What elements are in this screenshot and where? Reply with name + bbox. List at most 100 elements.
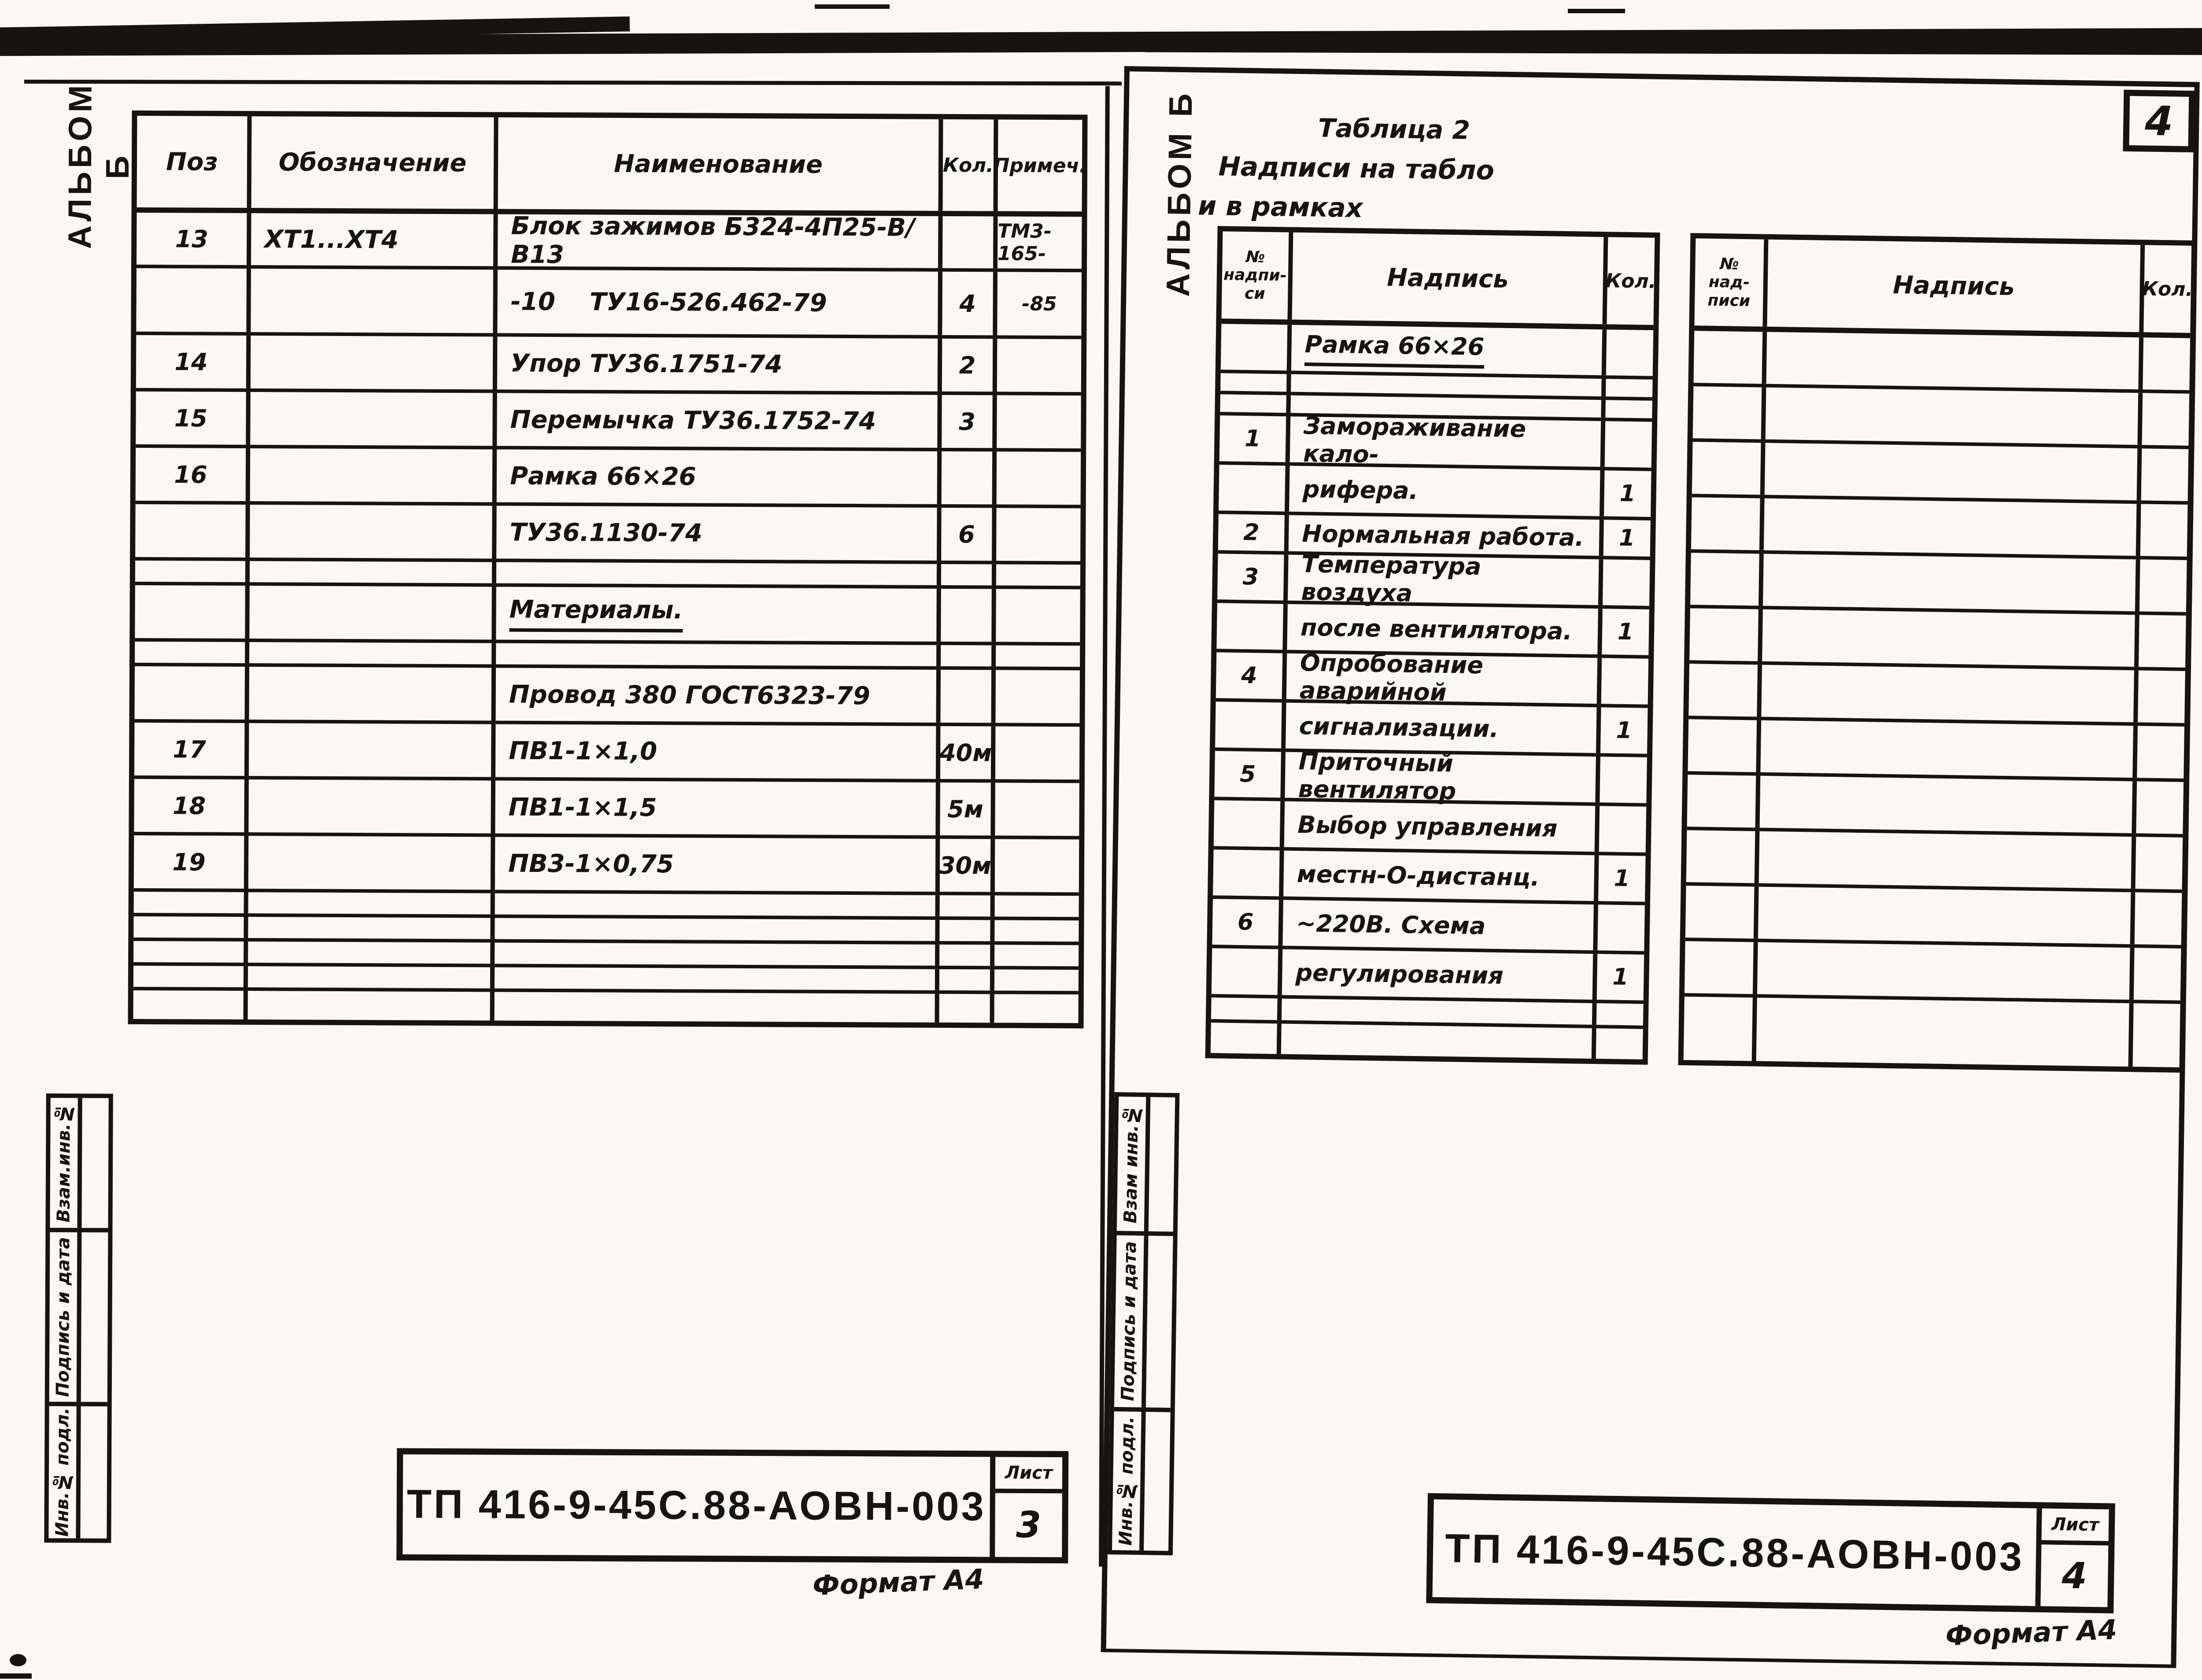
cell-note bbox=[990, 945, 1079, 967]
col-header-sign-text: Надпись bbox=[1762, 239, 2141, 332]
sheet-cell: Лист 4 bbox=[2035, 1508, 2109, 1607]
col-header-name: Наименование bbox=[493, 117, 939, 211]
cell-num bbox=[1221, 324, 1288, 370]
cell-designation bbox=[244, 916, 491, 939]
table-row: 5 Приточный вентилятор bbox=[1214, 747, 1647, 807]
cell-designation bbox=[246, 269, 493, 333]
cell-text bbox=[1760, 443, 2138, 501]
cell-num bbox=[1687, 775, 1756, 827]
cell-num bbox=[1693, 331, 1762, 384]
cell-num bbox=[1220, 373, 1287, 391]
cell-num bbox=[1211, 997, 1278, 1020]
cell-text: Приточный вентилятор bbox=[1280, 747, 1596, 805]
cell-text bbox=[1753, 886, 2131, 945]
cell-qty bbox=[936, 669, 991, 723]
cell-qty bbox=[2138, 337, 2191, 390]
table-row: 13 ХТ1...ХТ4 Блок зажимов Б324-4П25-В/В1… bbox=[136, 212, 1082, 273]
cell-text bbox=[1762, 332, 2139, 390]
cell-num bbox=[1688, 719, 1757, 772]
cell-num bbox=[1690, 553, 1759, 606]
cell-note bbox=[990, 783, 1079, 836]
cell-name: Блок зажимов Б324-4П25-В/В13 bbox=[493, 212, 938, 269]
cell-qty bbox=[2128, 1003, 2180, 1067]
table-row-empty bbox=[1690, 553, 2187, 616]
table-row-empty bbox=[1687, 775, 2184, 838]
cell-designation bbox=[245, 642, 492, 665]
scan-artifact bbox=[1145, 41, 2202, 55]
cell-designation bbox=[244, 667, 492, 721]
cell-num bbox=[1693, 386, 1762, 439]
cell-qty: 2 bbox=[937, 338, 993, 392]
cell-name: Упор ТУ36.1751-74 bbox=[492, 336, 938, 391]
cell-num bbox=[1213, 849, 1280, 896]
cell-qty bbox=[935, 993, 990, 1023]
cell-num: 1 bbox=[1244, 425, 1261, 452]
cell-qty bbox=[1595, 757, 1647, 803]
col-header-sign-num: № над- писи bbox=[1707, 255, 1751, 310]
table-row-empty bbox=[1692, 442, 2189, 505]
cell-designation bbox=[245, 448, 493, 502]
cell-qty bbox=[1592, 1003, 1644, 1026]
cell-note bbox=[992, 508, 1081, 561]
cell-qty bbox=[1601, 379, 1653, 397]
cell-designation: ХТ1...ХТ4 bbox=[246, 213, 494, 266]
cell-note bbox=[991, 645, 1080, 667]
cell-designation bbox=[246, 392, 493, 446]
cell-name: Перемычка ТУ36.1752-74 bbox=[492, 393, 938, 448]
sheet-number: 4 bbox=[2062, 1554, 2087, 1597]
cell-text: Опробование аварийной bbox=[1282, 649, 1598, 706]
cell-text bbox=[1759, 498, 2137, 556]
cell-pos: 19 bbox=[172, 848, 206, 876]
cell-note bbox=[990, 839, 1079, 893]
sidebar-label-podpis: Подпись и дата bbox=[52, 1237, 74, 1397]
doc-number: ТП 416-9-45С.88-АОВН-003 bbox=[406, 1481, 986, 1529]
table2-caption-line3: и в рамках bbox=[1197, 190, 1363, 224]
col-header-designation: Обозначение bbox=[247, 116, 494, 209]
cell-num bbox=[1220, 394, 1286, 413]
cell-num bbox=[1212, 948, 1278, 995]
table-row: Материалы. bbox=[135, 585, 1080, 646]
cell-note bbox=[991, 670, 1080, 724]
sidebar-void-cell bbox=[77, 1098, 109, 1228]
table-row: 14 Упор ТУ36.1751-74 2 bbox=[136, 335, 1082, 396]
table-row: 17 ПВ1-1×1,0 40м bbox=[134, 722, 1080, 783]
cell-qty bbox=[2136, 448, 2189, 501]
table-row-empty bbox=[135, 560, 1081, 590]
col-header-qty: Кол. bbox=[938, 119, 994, 211]
cell-name bbox=[490, 942, 935, 966]
cell-note bbox=[992, 395, 1081, 449]
table2-caption-line1: Таблица 2 bbox=[1318, 113, 1470, 145]
table-row-empty bbox=[1685, 886, 2182, 949]
cell-num: 2 bbox=[1243, 519, 1260, 546]
cell-pos bbox=[133, 990, 244, 1019]
cell-pos bbox=[135, 504, 246, 558]
cell-pos bbox=[134, 892, 244, 913]
cell-pos bbox=[136, 268, 247, 332]
cell-num bbox=[1685, 886, 1755, 938]
cell-qty: 1 bbox=[1593, 855, 1646, 902]
sidebar-cell: Инв.№ подл. bbox=[48, 1402, 77, 1539]
table-row-empty bbox=[1211, 1023, 1643, 1060]
cell-text bbox=[1758, 554, 2136, 612]
cell-name: -10 ТУ16-526.462-79 bbox=[493, 270, 938, 335]
cell-note bbox=[992, 339, 1082, 392]
cell-text: ~220В. Схема bbox=[1278, 900, 1594, 951]
cell-name bbox=[491, 643, 937, 666]
table-row: Выбор управления bbox=[1213, 800, 1647, 856]
table-row: ТУ36.1130-74 6 bbox=[135, 504, 1081, 565]
page-number-box: 4 bbox=[2123, 89, 2195, 153]
cell-num bbox=[1219, 465, 1286, 511]
sidebar-cell: Взам инв.№ bbox=[1117, 1097, 1146, 1231]
cell-pos bbox=[135, 642, 245, 663]
cell-text: Нормальная работа. bbox=[1284, 515, 1600, 556]
col-header-sign-qty: Кол. bbox=[1602, 237, 1656, 325]
frame-sidebar-right: Взам инв.№ Подпись и дата Инв.№ подл. bbox=[1107, 1092, 1180, 1556]
cell-text bbox=[1751, 997, 2129, 1067]
cell-name bbox=[490, 918, 935, 941]
cell-qty bbox=[937, 451, 993, 505]
cell-designation bbox=[244, 892, 491, 915]
cell-designation bbox=[246, 336, 493, 390]
left-page: АЛЬБОМ Б Поз Обозначение Наименование Ко… bbox=[37, 62, 1123, 1661]
cell-qty bbox=[2132, 781, 2184, 834]
